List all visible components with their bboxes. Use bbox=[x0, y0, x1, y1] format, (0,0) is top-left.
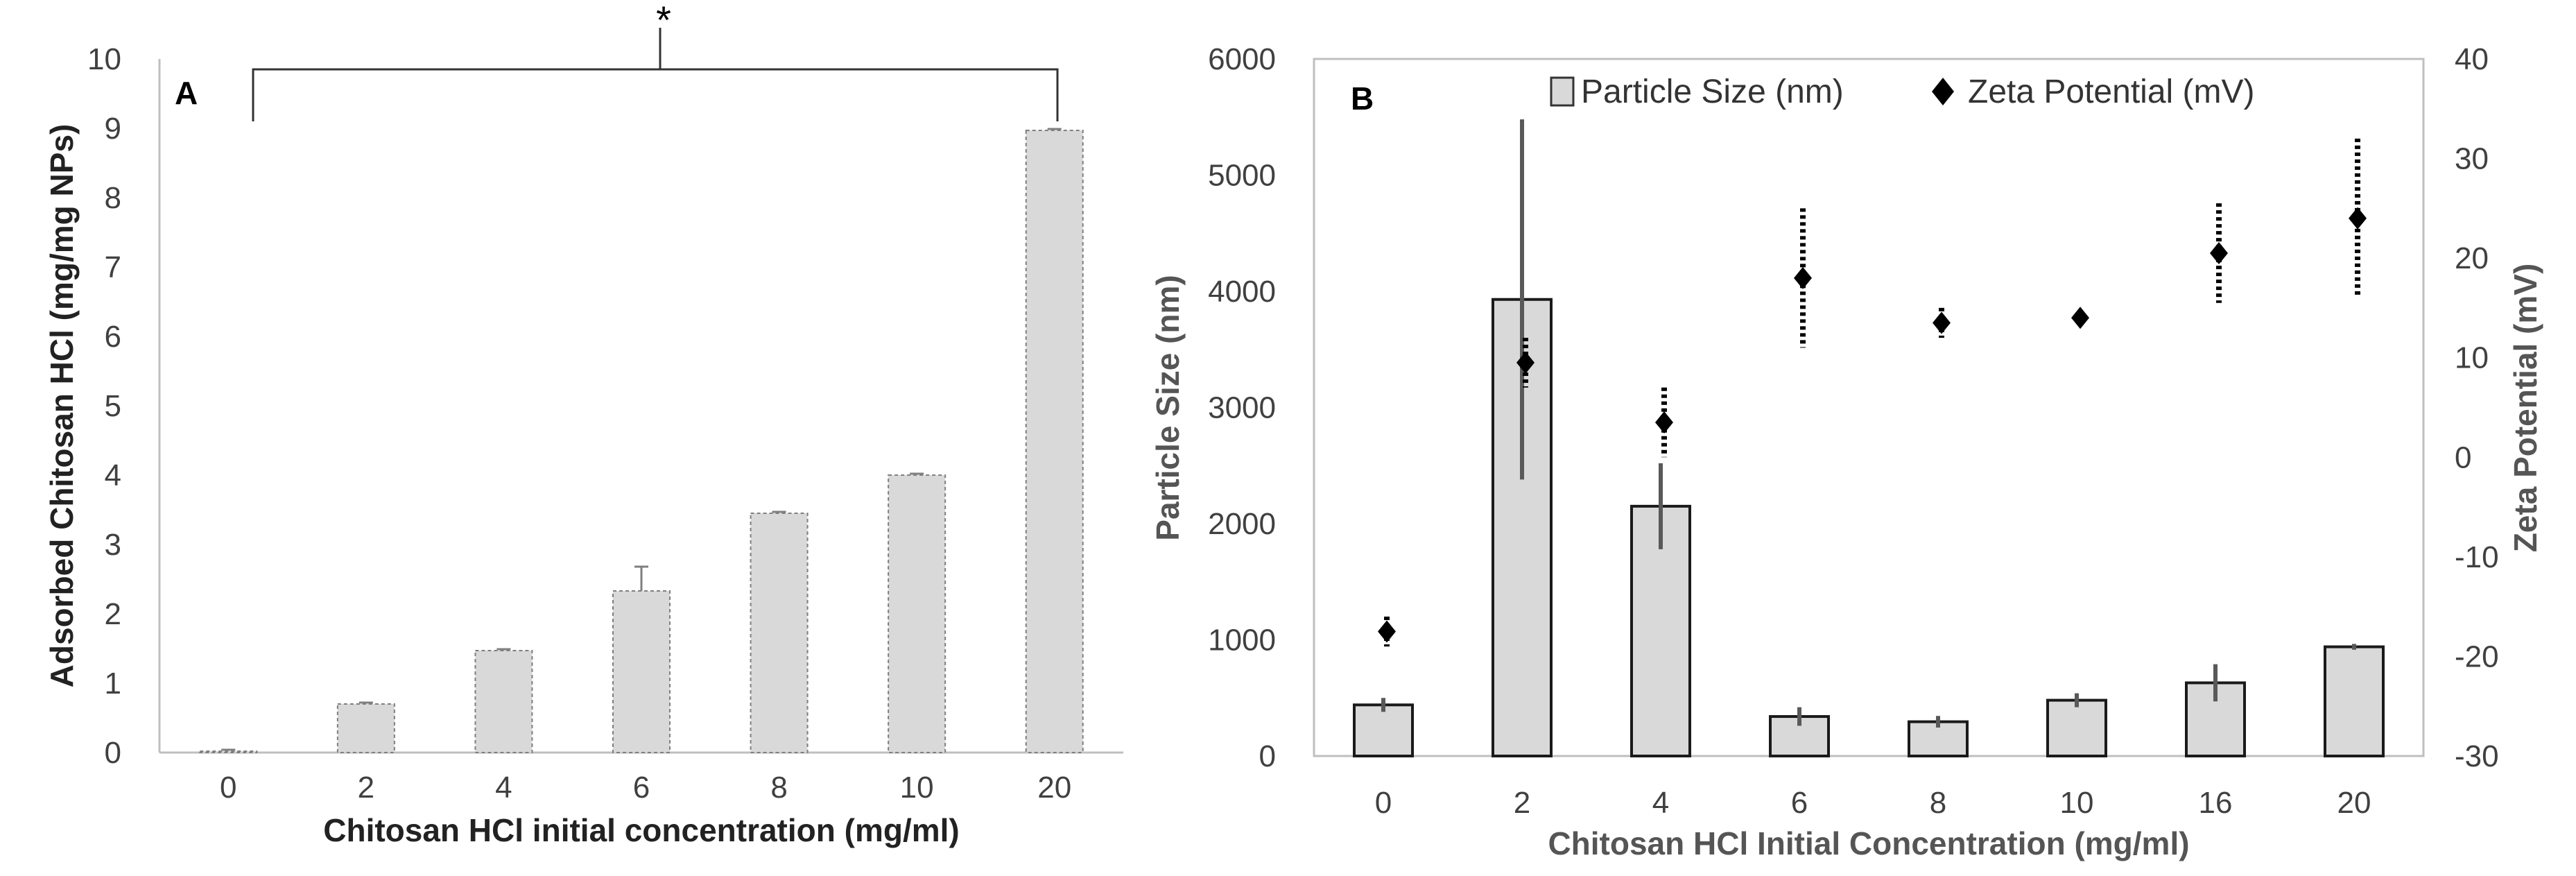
panel-b-left-y-axis-title: Particle Size (nm) bbox=[1150, 275, 1186, 540]
panel-a-bar bbox=[612, 590, 671, 753]
panel-b-x-tick-label: 20 bbox=[2337, 786, 2371, 820]
panel-a-y-axis-title: Adsorbed Chitosan HCl (mg/mg NPs) bbox=[44, 124, 80, 688]
panel-b-left-y-tick-label: 5000 bbox=[1208, 159, 1276, 193]
panel-b-left-y-tick-label: 3000 bbox=[1208, 391, 1276, 425]
panel-b-zeta-point bbox=[1516, 351, 1535, 374]
panel-b-right-y-tick-label: 30 bbox=[2455, 142, 2489, 176]
panel-b-zeta-point bbox=[1655, 411, 1673, 434]
panel-b-left-y-tick-label: 0 bbox=[1259, 739, 1276, 773]
panel-b-right-y-axis-title: Zeta Potential (mV) bbox=[2507, 264, 2543, 553]
panel-b-particle-size-bar bbox=[1769, 715, 1830, 758]
panel-a-y-tick-label: 4 bbox=[105, 458, 121, 492]
panel-a-x-tick-label: 4 bbox=[495, 771, 512, 805]
panel-a-y-tick-label: 9 bbox=[105, 112, 121, 146]
panel-b-x-tick-label: 2 bbox=[1514, 786, 1530, 820]
panel-a-bar bbox=[750, 513, 809, 753]
panel-a-y-tick-label: 7 bbox=[105, 250, 121, 284]
panel-a-x-tick-label: 10 bbox=[900, 771, 934, 805]
panel-a-bar bbox=[1025, 130, 1084, 753]
panel-b-right-y-tick-label: -30 bbox=[2455, 739, 2499, 773]
panel-b-zeta-point bbox=[2071, 307, 2089, 329]
panel-a-y-tick-label: 3 bbox=[105, 528, 121, 562]
panel-a-x-tick-label: 0 bbox=[220, 771, 236, 805]
panel-a-x-tick-label: 20 bbox=[1037, 771, 1071, 805]
panel-b-legend: Particle Size (nm) Zeta Potential (mV) bbox=[1550, 74, 2254, 110]
legend-swatch-particle-size bbox=[1550, 76, 1575, 107]
panel-b-particle-size-bar bbox=[2046, 698, 2107, 757]
panel-b-left-y-tick-label: 6000 bbox=[1208, 42, 1276, 76]
panel-b-zeta-point bbox=[1933, 311, 1951, 334]
panel-b-x-axis-title: Chitosan HCl Initial Concentration (mg/m… bbox=[1548, 825, 2189, 861]
panel-a-y-tick-label: 2 bbox=[105, 597, 121, 631]
panel-b-label: B bbox=[1351, 80, 1374, 117]
panel-b-x-tick-label: 4 bbox=[1652, 786, 1669, 820]
panel-a-x-tick-label: 8 bbox=[770, 771, 787, 805]
panel-a-bar bbox=[474, 650, 533, 753]
legend-label-zeta-potential: Zeta Potential (mV) bbox=[1968, 74, 2254, 110]
legend-label-particle-size: Particle Size (nm) bbox=[1581, 74, 1844, 110]
panel-b-plot-frame bbox=[1313, 58, 2425, 757]
panel-a-y-tick-label: 0 bbox=[105, 736, 121, 770]
panel-a-bar bbox=[888, 474, 946, 753]
panel-b-right-y-tick-label: -20 bbox=[2455, 639, 2499, 673]
panel-b-particle-size-bar bbox=[1630, 504, 1691, 757]
panel-a-x-tick-label: 2 bbox=[358, 771, 374, 805]
panel-b-x-tick-label: 10 bbox=[2060, 786, 2094, 820]
panel-b-x-tick-label: 16 bbox=[2199, 786, 2233, 820]
panel-b-right-y-tick-label: 40 bbox=[2455, 42, 2489, 76]
panel-b-right-y-tick-label: 20 bbox=[2455, 241, 2489, 275]
significance-bracket bbox=[252, 68, 1059, 121]
panel-a-bar bbox=[199, 750, 258, 753]
panel-a-y-tick-label: 1 bbox=[105, 667, 121, 701]
panel-a-label: A bbox=[175, 75, 198, 111]
panel-a-y-tick-label: 8 bbox=[105, 181, 121, 215]
panel-a-y-tick-label: 6 bbox=[105, 320, 121, 354]
panel-b-left-y-tick-label: 2000 bbox=[1208, 507, 1276, 541]
panel-a-bar bbox=[336, 703, 395, 753]
panel-a-y-tick-label: 5 bbox=[105, 389, 121, 423]
panel-b-left-y-tick-label: 4000 bbox=[1208, 275, 1276, 309]
panel-b-x-tick-label: 0 bbox=[1375, 786, 1392, 820]
panel-b-zeta-point bbox=[1794, 266, 1812, 289]
panel-a: 0 1 2 3 4 5 6 7 8 9 10 0 2 4 6 8 10 20 * A Chitosan HCl … bbox=[44, 0, 1123, 848]
panel-a-x-axis-title: Chitosan HCl initial concentration (mg/m… bbox=[323, 812, 959, 848]
panel-b-left-y-tick-label: 1000 bbox=[1208, 624, 1276, 658]
panel-a-y-tick-label: 10 bbox=[87, 42, 121, 76]
panel-b-zeta-point bbox=[2210, 241, 2228, 264]
panel-b-right-y-tick-label: 10 bbox=[2455, 341, 2489, 375]
panel-b-x-tick-label: 6 bbox=[1791, 786, 1808, 820]
panel-b-zeta-point bbox=[1378, 620, 1396, 643]
panel-a-x-tick-label: 6 bbox=[633, 771, 650, 805]
panel-b-particle-size-bar bbox=[1353, 703, 1414, 757]
significance-star: * bbox=[656, 0, 671, 42]
panel-b-zeta-point bbox=[2349, 207, 2367, 230]
panel-b-particle-size-bar bbox=[2324, 645, 2385, 757]
panel-b-right-y-tick-label: 0 bbox=[2455, 440, 2471, 474]
panel-b-x-tick-label: 8 bbox=[1930, 786, 1946, 820]
panel-b-right-y-tick-label: -10 bbox=[2455, 540, 2499, 574]
legend-marker-zeta-potential bbox=[1932, 78, 1954, 105]
